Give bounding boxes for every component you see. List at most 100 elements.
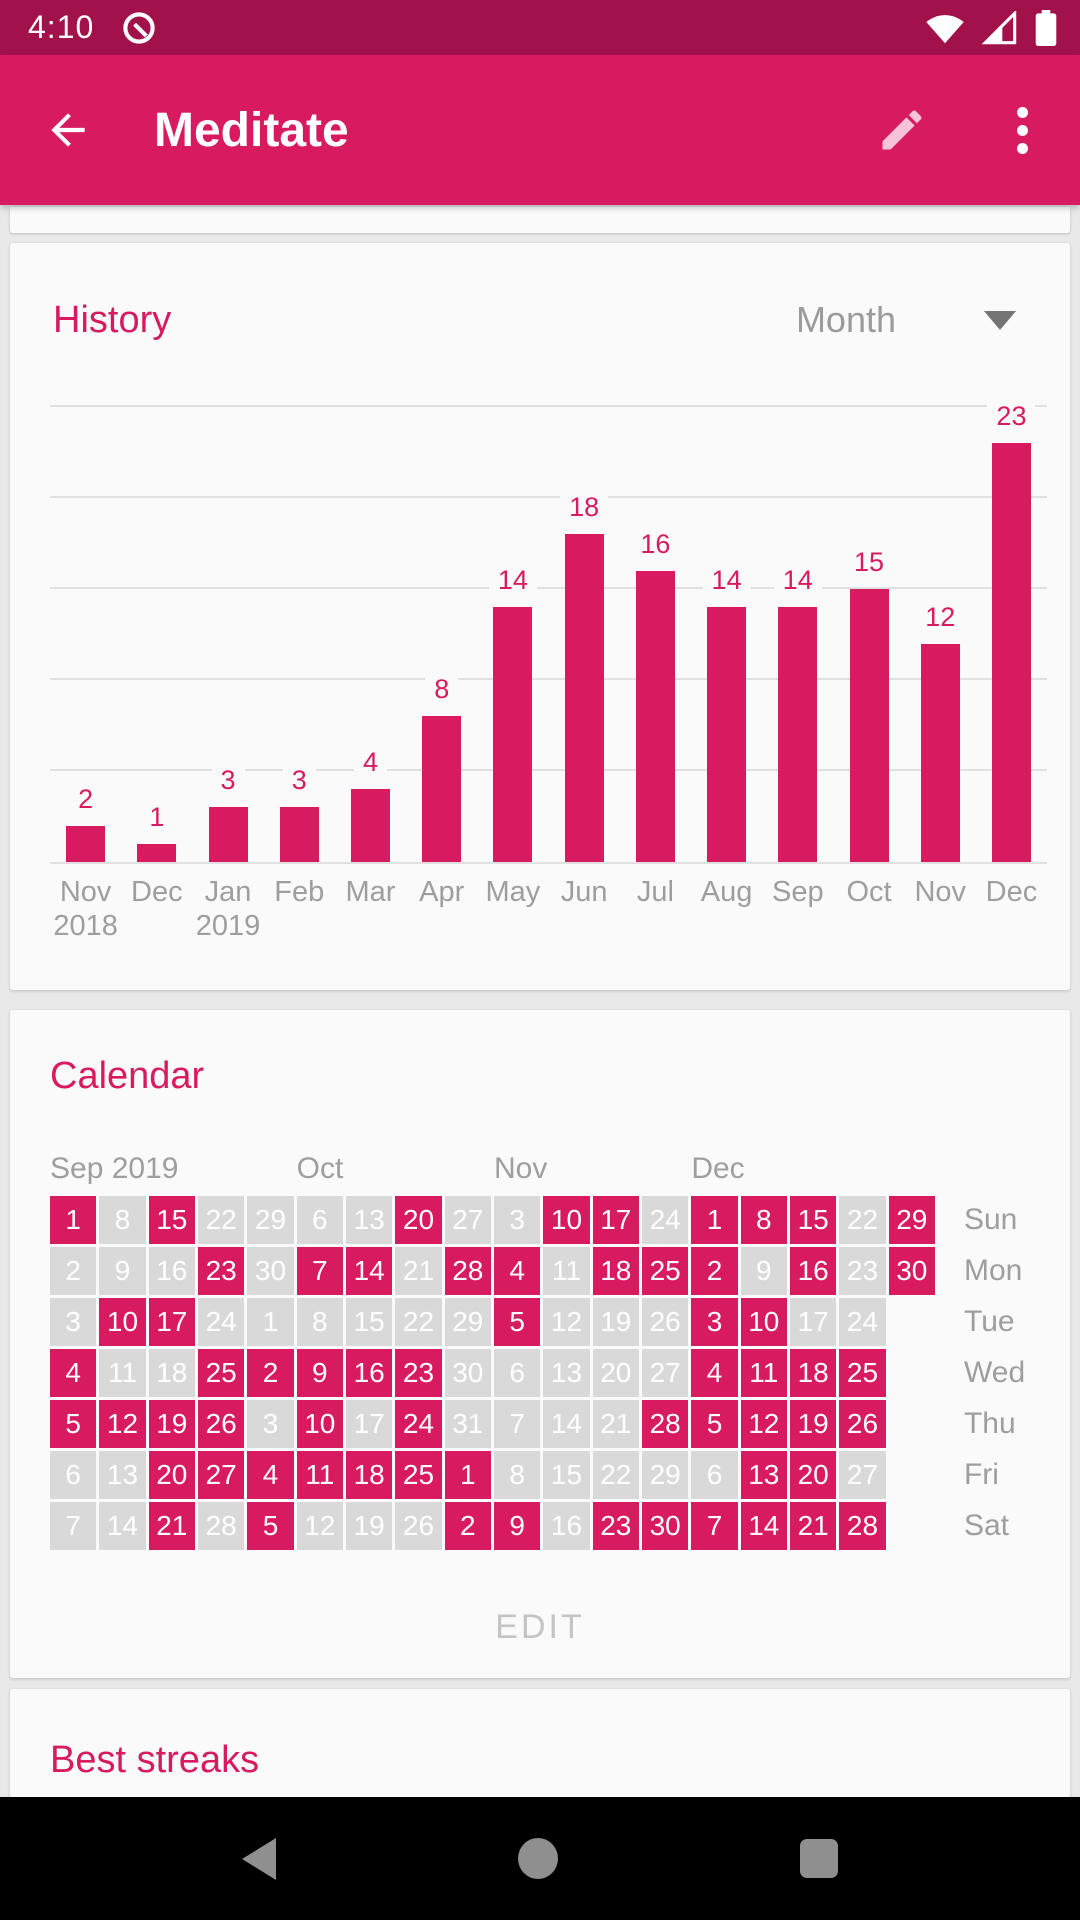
calendar-title: Calendar — [50, 1055, 205, 1097]
calendar-day-cell: 14 — [99, 1502, 146, 1550]
calendar-day-cell: 14 — [543, 1400, 590, 1448]
overflow-menu-button[interactable] — [1000, 98, 1044, 162]
calendar-day-cell: 4 — [50, 1349, 97, 1397]
calendar-day-cell: 24 — [641, 1196, 689, 1244]
bar-value-label: 16 — [631, 528, 680, 561]
android-q-icon — [120, 9, 158, 47]
chart-x-axis: Nov 2018 Dec Jan 2019 Feb Mar Apr May Jun Jul Aug Se… — [50, 876, 1047, 942]
nav-home-icon[interactable] — [518, 1838, 558, 1879]
calendar-day-cell: 25 — [197, 1349, 245, 1397]
bar — [920, 644, 960, 862]
bar — [635, 571, 675, 862]
calendar-day-cell: 26 — [839, 1400, 886, 1448]
calendar-day-cell: 25 — [839, 1349, 886, 1397]
calendar-day-cell: 22 — [197, 1196, 245, 1244]
calendar-day-cell: 13 — [99, 1451, 146, 1499]
edit-habit-button[interactable] — [870, 98, 934, 162]
status-time: 4:10 — [28, 9, 95, 45]
weekday-label: Sun — [963, 1203, 1018, 1236]
x-tick-label: May — [485, 876, 541, 908]
previous-card-partial — [10, 207, 1070, 233]
calendar-day-cell: 11 — [296, 1451, 343, 1499]
calendar-day-cell: 29 — [888, 1196, 935, 1244]
calendar-day-cell: 30 — [444, 1349, 491, 1397]
calendar-day-cell: 15 — [789, 1196, 837, 1244]
bar — [350, 789, 390, 862]
calendar-day-cell: 24 — [395, 1400, 442, 1448]
bar-slot: 16 — [620, 345, 691, 862]
calendar-day-cell: 12 — [740, 1400, 787, 1448]
calendar-day-cell: 27 — [641, 1349, 689, 1397]
calendar-day-cell: 29 — [444, 1298, 491, 1346]
calendar-day-cell: 21 — [148, 1502, 195, 1550]
bar — [137, 844, 177, 862]
nav-recents-icon[interactable] — [800, 1839, 838, 1878]
calendar-day-cell: 14 — [345, 1247, 393, 1295]
calendar-day-cell: 26 — [395, 1502, 442, 1550]
calendar-day-cell: 12 — [543, 1298, 590, 1346]
bar-slot: 14 — [762, 345, 833, 862]
cell-signal-icon — [981, 10, 1017, 44]
calendar-day-cell: 20 — [789, 1451, 837, 1499]
gridline — [50, 678, 1047, 680]
bar-slot: 14 — [691, 345, 762, 862]
calendar-day-cell: 17 — [592, 1196, 639, 1244]
back-button[interactable] — [40, 102, 96, 158]
calendar-day-cell: 10 — [543, 1196, 590, 1244]
calendar-edit-row: EDIT — [50, 1602, 1030, 1653]
x-tick-label: Feb — [274, 876, 325, 908]
calendar-day-cell: 23 — [197, 1247, 245, 1295]
calendar-day-cell: 11 — [740, 1349, 787, 1397]
calendar-edit-button[interactable]: EDIT — [477, 1602, 602, 1653]
calendar-day-cell: 8 — [493, 1451, 541, 1499]
calendar-day-cell: 18 — [345, 1451, 393, 1499]
bar — [66, 826, 106, 862]
calendar-day-cell: 5 — [691, 1400, 738, 1448]
weekday-label: Thu — [963, 1407, 1016, 1440]
bar — [778, 607, 818, 862]
bar-slot: 18 — [549, 345, 620, 862]
calendar-day-cell: 28 — [641, 1400, 689, 1448]
calendar-day-cell: 6 — [493, 1349, 541, 1397]
x-tick-label: Aug — [700, 876, 753, 908]
calendar-day-cell: 3 — [691, 1298, 738, 1346]
calendar-day-cell: 10 — [296, 1400, 343, 1448]
calendar-day-cell: 1 — [444, 1451, 491, 1499]
calendar-day-cell: 21 — [789, 1502, 837, 1550]
calendar-day-cell: 12 — [99, 1400, 146, 1448]
range-selector[interactable]: Month — [796, 299, 1016, 341]
calendar-day-cell: 10 — [740, 1298, 787, 1346]
calendar-day-cell: 19 — [592, 1298, 639, 1346]
calendar-day-cell: 15 — [148, 1196, 195, 1244]
calendar-day-cell: 19 — [148, 1400, 195, 1448]
calendar-day-cell: 13 — [740, 1451, 787, 1499]
chevron-down-icon — [984, 310, 1016, 330]
nav-back-icon[interactable] — [242, 1837, 276, 1880]
history-chart[interactable]: 2 1 3 3 4 8 14 18 16 14 14 15 12 23 — [50, 345, 1047, 864]
calendar-day-cell: 1 — [247, 1298, 294, 1346]
calendar-day-cell: 6 — [296, 1196, 343, 1244]
gridline — [50, 405, 1047, 407]
calendar-day-cell: 5 — [493, 1298, 541, 1346]
wifi-icon — [926, 14, 964, 43]
calendar-card: Calendar Sep 2019 Oct Nov Dec 1 8 15 22 29 6 13 20… — [10, 1010, 1070, 1678]
calendar-day-cell: 8 — [99, 1196, 146, 1244]
android-nav-bar — [0, 1797, 1080, 1920]
gridline — [50, 496, 1047, 498]
bar-slot: 1 — [121, 345, 192, 862]
calendar-day-cell: 16 — [345, 1349, 393, 1397]
calendar-day-cell: 25 — [395, 1451, 442, 1499]
bar-value-label: 18 — [560, 491, 609, 524]
weekday-label: Tue — [963, 1305, 1015, 1338]
calendar-month-label: Nov — [493, 1152, 548, 1185]
calendar-day-cell: 16 — [148, 1247, 195, 1295]
calendar-day-cell: 23 — [839, 1247, 886, 1295]
calendar-day-cell: 14 — [740, 1502, 787, 1550]
calendar-day-cell: 29 — [247, 1196, 294, 1244]
bar — [208, 807, 248, 862]
calendar-day-cell: 18 — [148, 1349, 195, 1397]
calendar-day-cell: 26 — [197, 1400, 245, 1448]
calendar-day-cell: 2 — [691, 1247, 738, 1295]
calendar-day-cell: 9 — [99, 1247, 146, 1295]
bar-value-label: 23 — [987, 400, 1036, 433]
